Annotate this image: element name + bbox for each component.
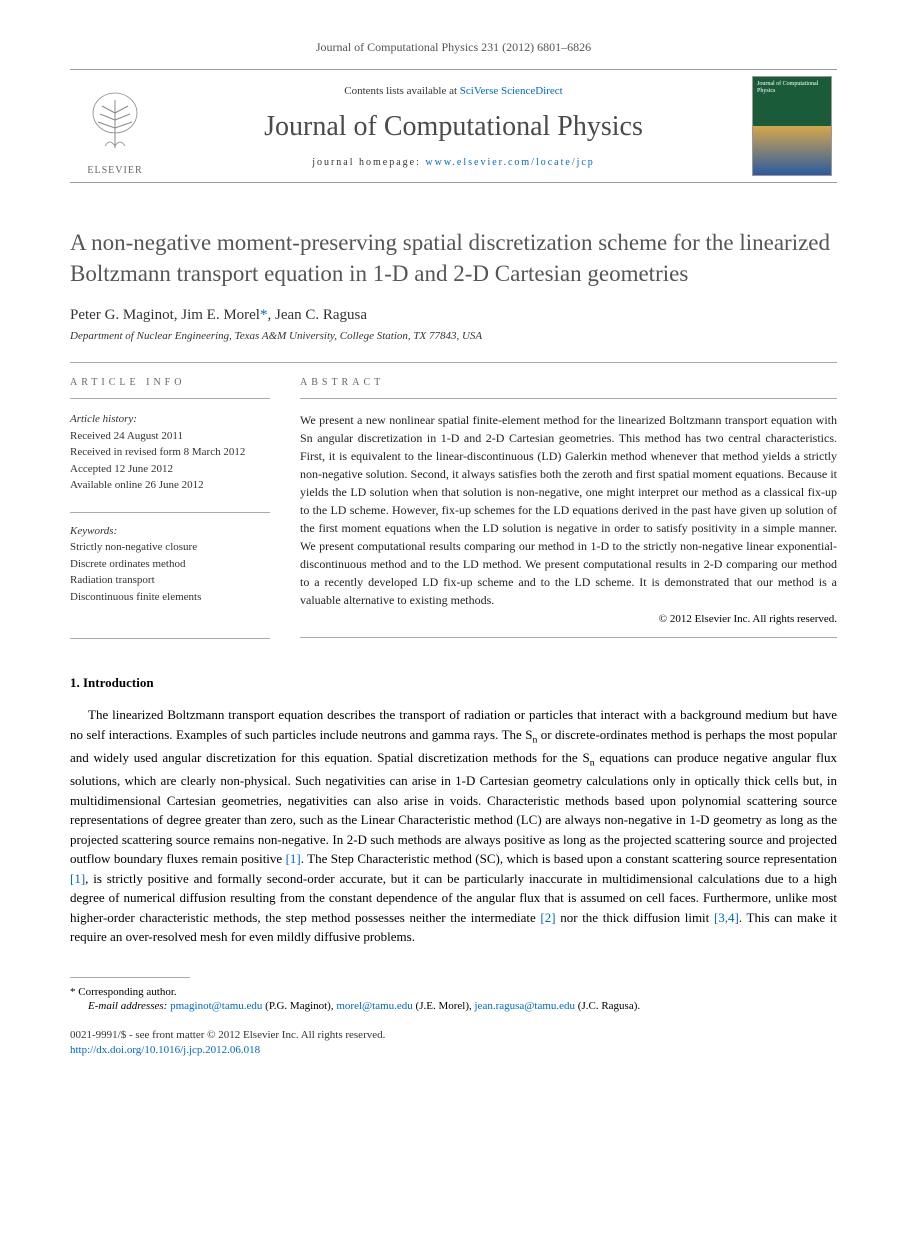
rule-top [70, 69, 837, 70]
masthead: ELSEVIER Contents lists available at Sci… [70, 76, 837, 176]
abstract-text: We present a new nonlinear spatial finit… [300, 411, 837, 609]
journal-cover-block: Journal of Computational Physics [747, 76, 837, 176]
intro-p1f: nor the thick diffusion limit [556, 910, 714, 925]
keywords-block: Keywords: Strictly non-negative closure … [70, 523, 270, 606]
corresponding-author-note: * Corresponding author. [70, 986, 837, 998]
abstract-column: ABSTRACT We present a new nonlinear spat… [300, 363, 837, 638]
homepage-prefix: journal homepage: [312, 157, 425, 168]
ref-2[interactable]: [2] [540, 910, 555, 925]
journal-name: Journal of Computational Physics [172, 111, 735, 143]
ref-1a[interactable]: [1] [286, 851, 301, 866]
abstract-label: ABSTRACT [300, 363, 837, 399]
history-label: Article history: [70, 411, 270, 428]
email-2[interactable]: morel@tamu.edu [336, 1000, 412, 1012]
doi-link[interactable]: http://dx.doi.org/10.1016/j.jcp.2012.06.… [70, 1044, 260, 1056]
elsevier-tree-icon [75, 83, 155, 163]
email-1-name: (P.G. Maginot), [262, 1000, 336, 1012]
keyword-1: Strictly non-negative closure [70, 539, 270, 556]
authors-part2: , Jean C. Ragusa [267, 307, 367, 323]
keywords-label: Keywords: [70, 523, 270, 540]
authors-line: Peter G. Maginot, Jim E. Morel*, Jean C.… [70, 307, 837, 324]
email-3[interactable]: jean.ragusa@tamu.edu [475, 1000, 576, 1012]
article-info-column: ARTICLE INFO Article history: Received 2… [70, 363, 270, 638]
intro-p1c: equations can produce negative angular f… [70, 750, 837, 866]
ref-1b[interactable]: [1] [70, 871, 85, 886]
email-2-name: (J.E. Morel), [413, 1000, 475, 1012]
homepage-url[interactable]: www.elsevier.com/locate/jcp [425, 157, 594, 168]
rule-masthead-bottom [70, 182, 837, 183]
received-date: Received 24 August 2011 [70, 428, 270, 445]
cover-title: Journal of Computational Physics [757, 81, 827, 95]
affiliation: Department of Nuclear Engineering, Texas… [70, 330, 837, 342]
intro-heading: 1. Introduction [70, 675, 837, 691]
sciencedirect-link[interactable]: SciVerse ScienceDirect [460, 85, 563, 97]
emails-label: E-mail addresses: [88, 1000, 167, 1012]
email-1[interactable]: pmaginot@tamu.edu [170, 1000, 262, 1012]
article-info-label: ARTICLE INFO [70, 363, 270, 399]
abstract-copyright: © 2012 Elsevier Inc. All rights reserved… [300, 613, 837, 625]
article-history: Article history: Received 24 August 2011… [70, 411, 270, 494]
keyword-3: Radiation transport [70, 572, 270, 589]
rule-info-bottom [70, 638, 270, 639]
contents-available-line: Contents lists available at SciVerse Sci… [172, 85, 735, 97]
email-3-name: (J.C. Ragusa). [575, 1000, 640, 1012]
info-abstract-row: ARTICLE INFO Article history: Received 2… [70, 363, 837, 638]
accepted-date: Accepted 12 June 2012 [70, 461, 270, 478]
issn-line: 0021-9991/$ - see front matter © 2012 El… [70, 1028, 837, 1043]
journal-cover-thumbnail: Journal of Computational Physics [752, 76, 832, 176]
online-date: Available online 26 June 2012 [70, 477, 270, 494]
intro-paragraph-1: The linearized Boltzmann transport equat… [70, 705, 837, 946]
revised-date: Received in revised form 8 March 2012 [70, 444, 270, 461]
article-title: A non-negative moment-preserving spatial… [70, 227, 837, 289]
emails-line: E-mail addresses: pmaginot@tamu.edu (P.G… [88, 1000, 837, 1012]
keyword-2: Discrete ordinates method [70, 556, 270, 573]
ref-34[interactable]: [3,4] [714, 910, 739, 925]
bottom-meta: 0021-9991/$ - see front matter © 2012 El… [70, 1028, 837, 1059]
header-citation: Journal of Computational Physics 231 (20… [70, 40, 837, 55]
rule-history-keywords [70, 512, 270, 513]
authors-part1: Peter G. Maginot, Jim E. Morel [70, 307, 260, 323]
masthead-center: Contents lists available at SciVerse Sci… [172, 76, 735, 176]
rule-abstract-bottom [300, 637, 837, 638]
footer-separator [70, 977, 190, 978]
intro-p1d: . The Step Characteristic method (SC), w… [301, 851, 837, 866]
elsevier-label: ELSEVIER [87, 165, 142, 176]
keyword-4: Discontinuous finite elements [70, 589, 270, 606]
contents-prefix: Contents lists available at [344, 85, 459, 97]
publisher-logo-block: ELSEVIER [70, 76, 160, 176]
homepage-line: journal homepage: www.elsevier.com/locat… [172, 157, 735, 168]
